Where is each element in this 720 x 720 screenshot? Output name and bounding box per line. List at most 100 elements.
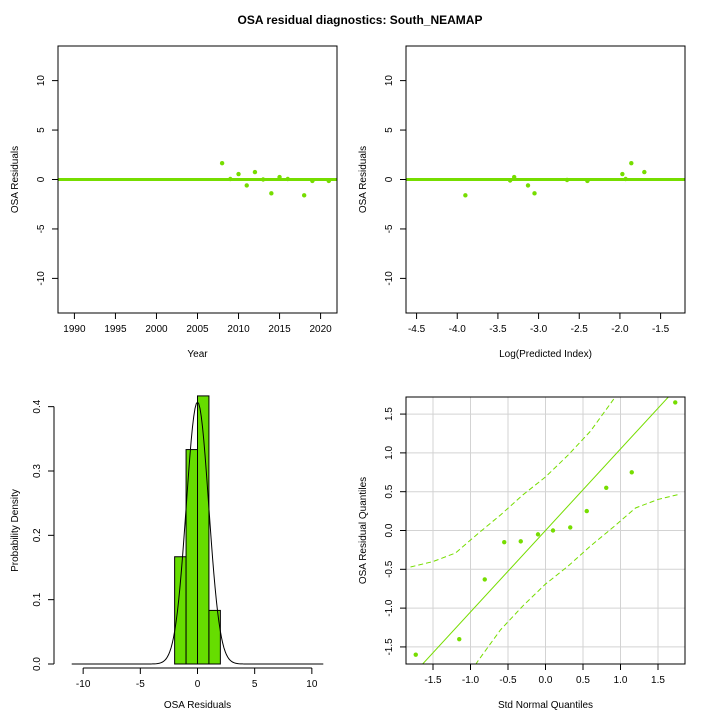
x-tick-label: -10 (76, 679, 91, 690)
x-tick-label: 10 (306, 679, 318, 690)
x-tick-label: -1.0 (462, 675, 480, 686)
x-tick-label: 2015 (268, 324, 291, 335)
residual-point (219, 160, 225, 166)
plot-frame (57, 45, 338, 314)
y-tick-label: 0.1 (32, 592, 43, 606)
residual-point (463, 193, 468, 198)
histogram-bar (174, 556, 187, 665)
residual-point (277, 174, 282, 180)
y-axis-title: Probability Density (10, 489, 21, 572)
residual-point (310, 178, 315, 184)
x-axis-title: OSA Residuals (164, 700, 231, 711)
y-tick-label: -10 (36, 271, 47, 286)
residual-point (623, 176, 628, 182)
y-tick-label: 10 (36, 75, 47, 87)
qq-point (413, 652, 418, 657)
residual-point (252, 169, 258, 175)
x-axis-title: Std Normal Quantiles (498, 700, 593, 711)
residual-point (511, 174, 517, 180)
qq-point (629, 470, 634, 475)
y-tick-label: 0.5 (384, 484, 395, 498)
y-tick-label: 1.0 (384, 445, 395, 459)
x-tick-label: -0.5 (499, 675, 517, 686)
y-tick-label: -5 (384, 224, 395, 233)
x-tick-label: -1.5 (424, 675, 442, 686)
qq-point (457, 636, 462, 642)
x-tick-label: -3.5 (489, 324, 507, 335)
confidence-band-lower (475, 493, 681, 664)
y-axis-title: OSA Residuals (358, 146, 369, 213)
x-tick-label: -4.0 (449, 324, 467, 335)
y-axis-title: OSA Residual Quantiles (358, 477, 369, 584)
y-axis-title: OSA Residuals (10, 146, 21, 213)
y-tick-label: 1.5 (384, 407, 395, 421)
plot-frame (405, 45, 686, 314)
qq-point (604, 485, 609, 491)
x-tick-label: 1.0 (614, 675, 628, 686)
histogram-bar (197, 395, 210, 665)
x-tick-label: -4.5 (408, 324, 426, 335)
residual-point (228, 176, 233, 182)
residuals-vs-predicted-panel: -4.5 -4.0 -3.5 -3.0 -2.5 -2.0 -1.5 -10 -5 0 5 10 Log… (358, 45, 686, 360)
x-tick-label: 2005 (186, 324, 209, 335)
x-tick-label: -5 (136, 679, 145, 690)
residual-point (301, 193, 307, 198)
x-tick-label: -2.0 (611, 324, 629, 335)
residual-point (642, 169, 647, 175)
residual-point (269, 191, 274, 196)
residual-point (532, 191, 537, 196)
x-tick-label: -1.5 (652, 324, 670, 335)
y-tick-label: 0.0 (384, 523, 395, 537)
residual-point (564, 177, 570, 183)
qq-point (502, 539, 507, 545)
y-tick-label: -1.5 (384, 638, 395, 656)
y-tick-label: 0.0 (32, 657, 43, 671)
y-tick-label: 5 (36, 127, 47, 133)
residual-point (525, 183, 531, 188)
residual-point (585, 178, 590, 184)
qq-point (584, 508, 589, 514)
x-tick-label: -2.5 (571, 324, 589, 335)
residual-point (236, 171, 241, 177)
residuals-vs-year-panel: 1990 1995 2000 2005 2010 2015 2020 -10 -5 0 5 10 Yea… (10, 45, 338, 360)
qq-point (518, 539, 523, 544)
x-axis-title: Log(Predicted Index) (499, 349, 592, 360)
figure-title: OSA residual diagnostics: South_NEAMAP (238, 13, 483, 27)
x-tick-label: 1995 (104, 324, 127, 335)
qq-point (568, 525, 573, 530)
x-tick-label: 5 (252, 679, 258, 690)
y-tick-label: 0.2 (32, 528, 43, 542)
confidence-band-upper (410, 397, 616, 568)
qq-plot-panel: -1.5 -1.0 -0.5 0.0 0.5 1.0 1.5 -1.5 -1.0 -0.5 0.0 0… (358, 396, 686, 711)
x-tick-label: 1990 (63, 324, 86, 335)
residual-point (244, 183, 249, 188)
residual-point (260, 177, 266, 182)
qq-point (482, 577, 487, 582)
y-tick-label: -5 (36, 224, 47, 233)
residual-point (507, 178, 513, 183)
x-axis-title: Year (187, 349, 208, 360)
residual-point (629, 160, 634, 166)
residual-histogram-panel: -10 -5 0 5 10 0.0 0.1 0.2 0.3 0.4 OSA Residuals Pro… (10, 395, 324, 711)
x-tick-label: 1.5 (651, 675, 665, 686)
y-tick-label: 0 (36, 176, 47, 182)
residual-point (620, 171, 625, 177)
x-tick-label: 0 (195, 679, 201, 690)
qq-point (550, 528, 556, 533)
qq-point (673, 400, 678, 405)
y-tick-label: -0.5 (384, 560, 395, 578)
x-tick-label: -3.0 (530, 324, 548, 335)
x-tick-label: 2000 (145, 324, 168, 335)
y-tick-label: 0.4 (32, 399, 43, 413)
x-tick-label: 2020 (309, 324, 332, 335)
x-tick-label: 0.0 (539, 675, 553, 686)
normal-density-curve (71, 401, 324, 665)
qq-reference-line (421, 397, 670, 664)
y-tick-label: 5 (384, 127, 395, 133)
plot-frame (405, 396, 686, 665)
residual-point (326, 178, 331, 184)
y-tick-label: 10 (384, 75, 395, 87)
y-tick-label: -10 (384, 271, 395, 286)
histogram-bar (208, 609, 221, 665)
